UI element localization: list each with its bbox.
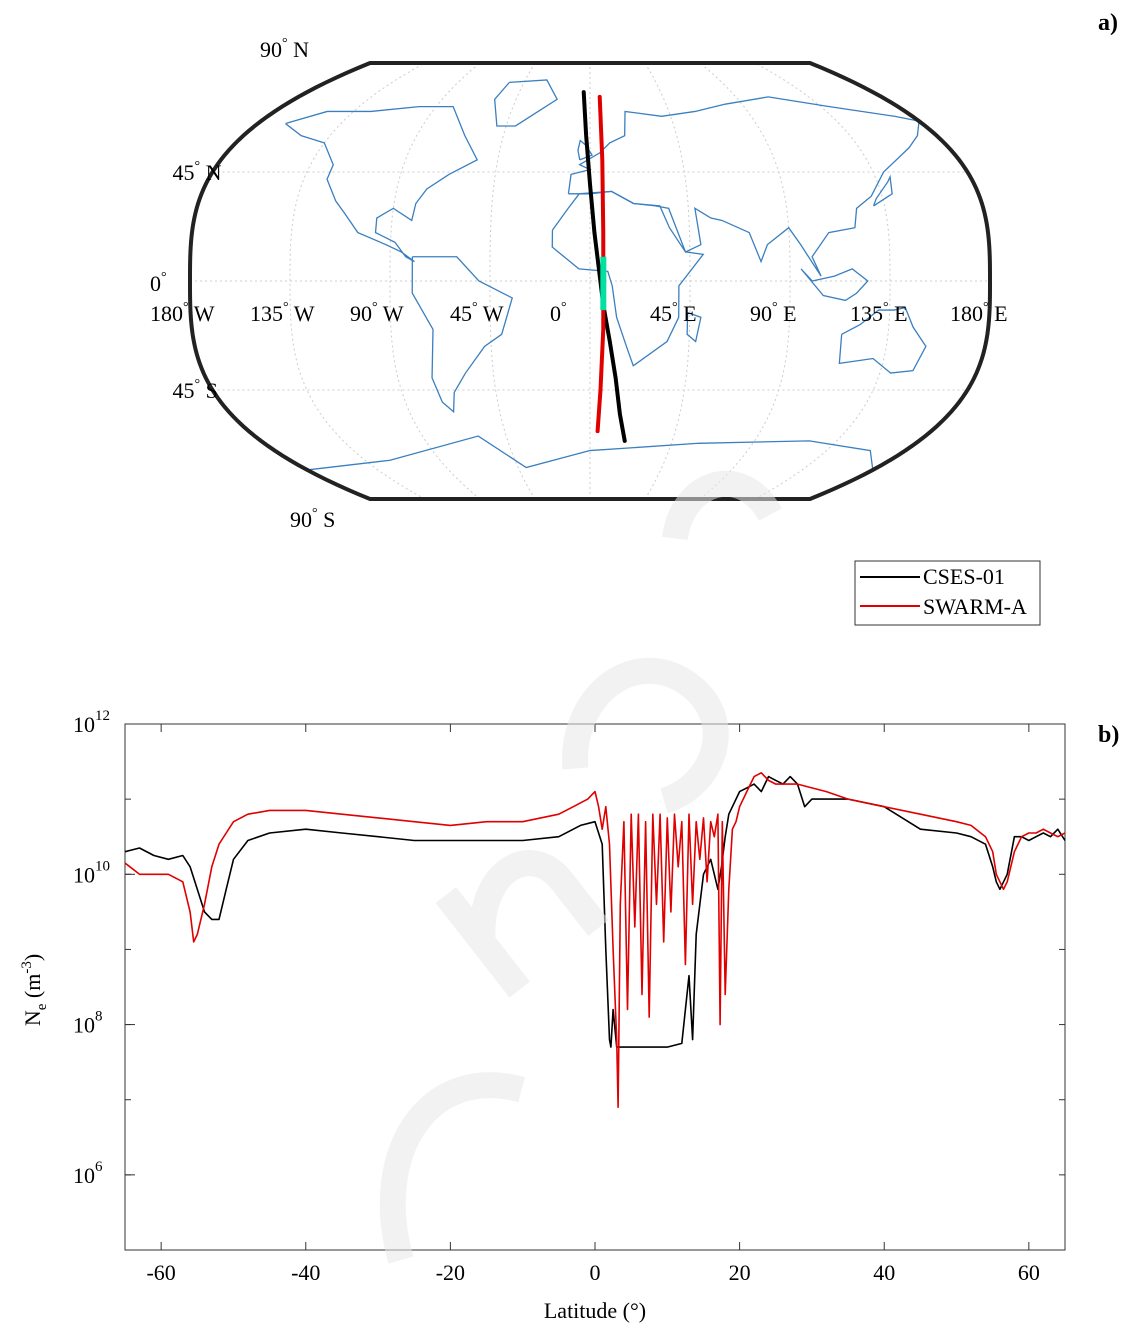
map-longitude-labels: 180° W 135° W 90° W 45° W 0° 45° E 90° E 135° E… bbox=[150, 300, 1008, 326]
coastline bbox=[411, 256, 514, 414]
chart-legend: CSES-01 SWARM-A bbox=[854, 560, 1041, 626]
world-map: 90° N 45° N 0° 45° S 90° S 180° W 135° W 90° W… bbox=[150, 36, 1008, 532]
coastline bbox=[285, 105, 479, 263]
graticule-meridian bbox=[754, 62, 891, 500]
y-axis-ticks: 106 108 1010 1012 bbox=[73, 708, 1065, 1251]
y-tick-label: 1010 bbox=[73, 858, 110, 887]
coastline bbox=[800, 268, 869, 302]
graticule-meridian bbox=[699, 62, 791, 500]
x-axis-ticks: -60 -40 -20 0 20 40 60 bbox=[146, 724, 1040, 1285]
map-lat-label: 0° bbox=[150, 270, 167, 296]
map-lat-label: 45° N bbox=[173, 159, 222, 185]
coastline bbox=[838, 306, 927, 374]
map-lon-label: 0° bbox=[550, 300, 567, 326]
graticule-meridian bbox=[389, 62, 481, 500]
series-line-swarm-a bbox=[124, 772, 1066, 1108]
y-axis-label: Ne (m-3) bbox=[19, 954, 50, 1026]
map-lon-label: 90° E bbox=[750, 300, 797, 326]
graticule-meridian bbox=[489, 62, 536, 500]
coastline bbox=[551, 190, 705, 367]
legend-box bbox=[854, 560, 1041, 626]
map-lon-label: 90° W bbox=[350, 300, 404, 326]
map-lat-label: 90° N bbox=[260, 36, 309, 62]
map-lon-label: 45° W bbox=[450, 300, 504, 326]
graticule-meridian bbox=[289, 62, 426, 500]
x-tick-label: 60 bbox=[1018, 1260, 1040, 1285]
map-coastlines bbox=[285, 79, 927, 471]
x-tick-label: 0 bbox=[590, 1260, 601, 1285]
map-graticule bbox=[190, 62, 990, 500]
map-lon-label: 180° W bbox=[150, 300, 215, 326]
map-satellite-tracks bbox=[581, 90, 627, 443]
chart-series bbox=[124, 772, 1066, 1108]
y-tick-label: 1012 bbox=[73, 708, 110, 737]
x-tick-label: 40 bbox=[873, 1260, 895, 1285]
x-tick-label: -60 bbox=[146, 1260, 175, 1285]
x-tick-label: 20 bbox=[729, 1260, 751, 1285]
x-tick-label: -40 bbox=[291, 1260, 320, 1285]
coastline bbox=[307, 435, 874, 471]
coastline bbox=[872, 174, 893, 207]
map-lat-label: 45° S bbox=[173, 377, 218, 403]
coastline bbox=[494, 79, 558, 127]
map-frame bbox=[187, 61, 993, 501]
legend-label-swarm: SWARM-A bbox=[923, 594, 1027, 619]
density-chart: -60 -40 -20 0 20 40 60 106 108 1010 1012 Latitude… bbox=[19, 708, 1066, 1323]
coastline bbox=[686, 311, 702, 343]
map-lat-label: 90° S bbox=[290, 506, 335, 532]
x-tick-label: -20 bbox=[436, 1260, 465, 1285]
y-tick-label: 108 bbox=[73, 1009, 103, 1038]
map-lon-label: 45° E bbox=[650, 300, 697, 326]
y-tick-label: 106 bbox=[73, 1159, 103, 1188]
x-axis-label: Latitude (°) bbox=[544, 1298, 646, 1323]
legend-label-cses: CSES-01 bbox=[923, 564, 1005, 589]
coastline bbox=[577, 139, 593, 161]
panel-a-label: a) bbox=[1098, 10, 1118, 36]
coastline bbox=[567, 96, 920, 277]
series-line-cses-01 bbox=[124, 775, 1066, 1048]
graticule-meridian bbox=[644, 62, 691, 500]
plot-area bbox=[124, 723, 1066, 1251]
map-lon-label: 180° E bbox=[950, 300, 1008, 326]
map-lon-label: 135° W bbox=[250, 300, 315, 326]
map-latitude-labels: 90° N 45° N 0° 45° S 90° S bbox=[150, 36, 335, 532]
panel-b-label: b) bbox=[1098, 722, 1119, 748]
map-lon-label: 135° E bbox=[850, 300, 908, 326]
